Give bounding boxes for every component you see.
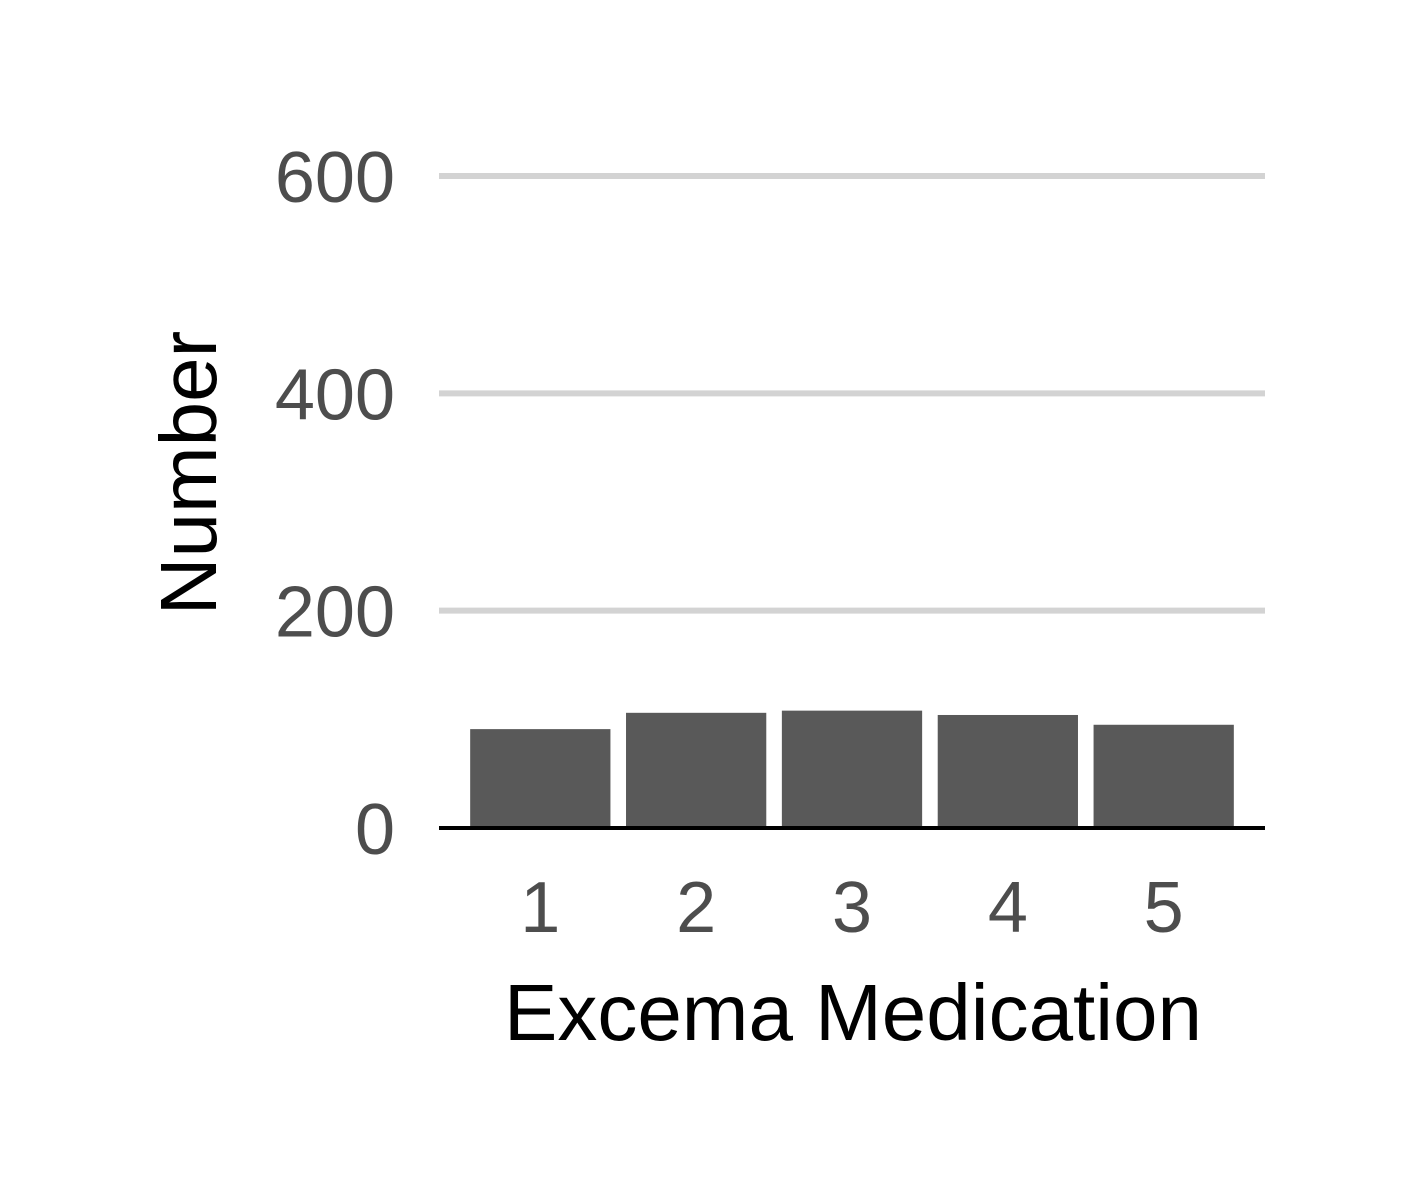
x-tick-label-3: 3 — [832, 868, 872, 948]
y-tick-label-200: 200 — [275, 573, 395, 653]
bar-2 — [626, 712, 767, 828]
x-tick-label-1: 1 — [520, 868, 560, 948]
x-tick-labels: 1 2 3 4 5 — [520, 868, 1183, 948]
y-tick-label-400: 400 — [275, 355, 395, 435]
y-tick-labels: 0 200 400 600 — [275, 138, 395, 870]
bar-1 — [470, 729, 611, 828]
x-axis-title: Excema Medication — [504, 968, 1202, 1057]
x-tick-label-2: 2 — [676, 868, 716, 948]
bar-3 — [781, 710, 923, 828]
x-tick-label-4: 4 — [988, 868, 1028, 948]
bar-5 — [1093, 724, 1234, 828]
bars — [470, 710, 1234, 828]
y-axis-title: Number — [144, 331, 233, 616]
bar-4 — [937, 714, 1078, 828]
gridlines — [439, 173, 1265, 614]
y-tick-label-600: 600 — [275, 138, 395, 218]
y-tick-label-0: 0 — [355, 790, 395, 870]
x-tick-label-5: 5 — [1144, 868, 1184, 948]
